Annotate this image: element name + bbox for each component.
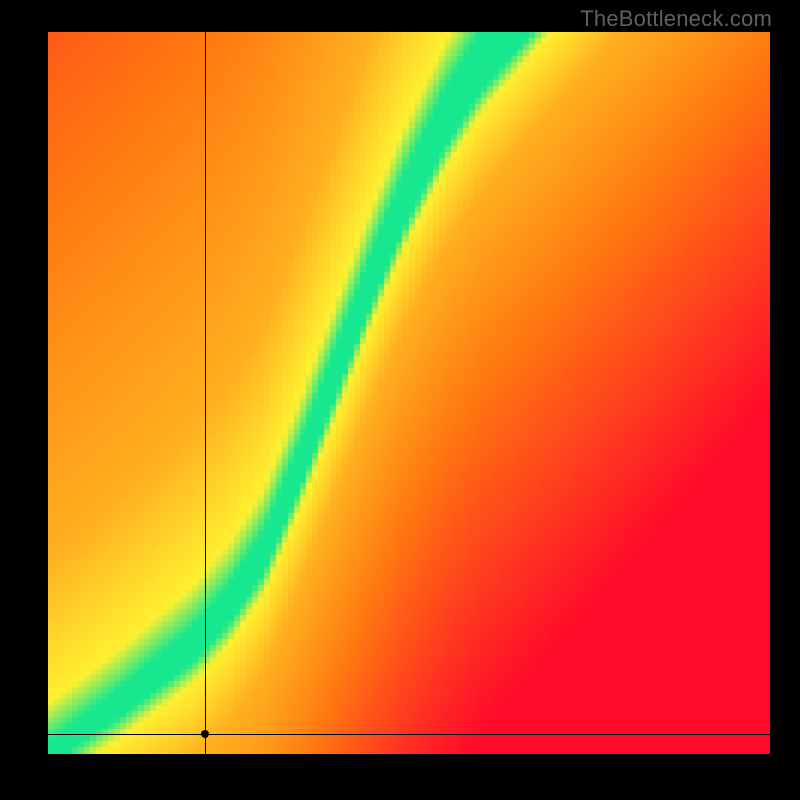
heatmap-canvas [48, 32, 770, 754]
crosshair-vertical [205, 32, 206, 754]
watermark-text: TheBottleneck.com [580, 6, 772, 32]
heatmap-plot [48, 32, 770, 754]
crosshair-horizontal [48, 734, 770, 735]
crosshair-marker-dot [201, 730, 209, 738]
